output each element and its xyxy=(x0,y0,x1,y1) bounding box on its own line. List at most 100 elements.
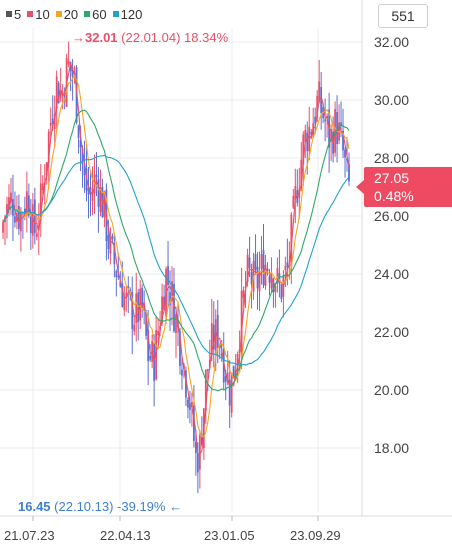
legend-swatch xyxy=(84,11,91,17)
period-count-box[interactable]: 551 xyxy=(378,4,428,28)
legend-swatch xyxy=(6,11,12,17)
price-bar-body xyxy=(59,89,62,99)
price-bar-body xyxy=(8,197,10,211)
price-bar-body xyxy=(336,111,338,145)
price-bar-body xyxy=(119,281,122,287)
legend-item-ma20[interactable]: 20 xyxy=(55,7,78,22)
price-bar-body xyxy=(292,195,295,208)
price-bar-body xyxy=(27,195,30,216)
max-price-annotation: →32.01 (22.01.04) 18.34% xyxy=(72,30,228,45)
price-bar-body xyxy=(69,61,72,72)
min-arrow-icon: ← xyxy=(169,499,183,514)
price-bar-body xyxy=(256,266,259,289)
price-bar-body xyxy=(18,206,20,229)
price-bar-body xyxy=(79,139,82,148)
price-bar-body xyxy=(264,264,267,286)
price-bar-body xyxy=(326,115,329,119)
price-bar-body xyxy=(181,369,183,376)
price-bar-body xyxy=(179,331,181,367)
price-bar-body xyxy=(228,379,231,406)
y-tick-label: 22.00 xyxy=(374,324,410,340)
price-bar-body xyxy=(340,122,342,127)
price-bar-body xyxy=(222,348,225,383)
price-bar-body xyxy=(14,216,16,223)
price-bar-body xyxy=(31,204,34,236)
ma60-line xyxy=(2,109,350,392)
price-bar-body xyxy=(270,275,273,289)
price-bar-body xyxy=(169,292,171,306)
legend-item-ma5[interactable]: 5 xyxy=(6,7,21,22)
price-bar-body xyxy=(67,60,70,65)
price-bar-body xyxy=(272,280,275,293)
price-bar-body xyxy=(95,175,98,178)
price-bar-body xyxy=(41,183,44,191)
price-bar-body xyxy=(286,262,289,267)
price-bar-body xyxy=(117,276,120,278)
x-tick-label: 23.01.05 xyxy=(204,528,255,543)
price-bar-body xyxy=(314,116,317,124)
price-bar-body xyxy=(157,330,160,336)
price-bar-body xyxy=(204,369,207,411)
price-bar-body xyxy=(250,271,253,285)
price-bar-body xyxy=(280,283,283,300)
y-tick-label: 30.00 xyxy=(374,92,410,108)
legend: 5 10 20 60 120 xyxy=(6,6,142,22)
price-bar-body xyxy=(141,287,144,308)
price-bar-body xyxy=(71,67,74,77)
price-bar-body xyxy=(262,249,265,286)
price-bar-body xyxy=(342,130,344,151)
price-bar-body xyxy=(242,289,245,298)
price-bar-body xyxy=(55,76,58,109)
legend-item-ma60[interactable]: 60 xyxy=(84,7,107,22)
price-bar-body xyxy=(210,323,213,356)
price-bar-body xyxy=(87,187,90,195)
price-bar-body xyxy=(308,126,311,151)
max-price-detail: (22.01.04) 18.34% xyxy=(121,30,229,45)
min-price-annotation: 16.45 (22.10.13) -39.19% ← xyxy=(18,499,182,514)
price-bar-body xyxy=(330,129,333,142)
legend-label: 10 xyxy=(35,6,50,22)
legend-swatch xyxy=(27,11,34,17)
price-bar-body xyxy=(111,235,114,240)
price-bar-body xyxy=(47,131,50,164)
price-bar-body xyxy=(12,199,14,216)
price-bar-body xyxy=(232,365,235,379)
price-bar-body xyxy=(268,276,271,283)
price-bar-body xyxy=(200,436,203,445)
legend-label: 120 xyxy=(120,6,143,22)
ma120-line xyxy=(2,154,350,366)
legend-swatch xyxy=(112,11,119,17)
price-bars xyxy=(2,41,350,493)
price-bar-body xyxy=(194,441,197,454)
price-bar-body xyxy=(133,324,136,332)
min-price-detail: (22.10.13) -39.19% xyxy=(54,499,166,514)
price-bar-body xyxy=(246,254,249,282)
legend-item-ma10[interactable]: 10 xyxy=(27,6,50,22)
price-bar-body xyxy=(107,235,110,249)
price-bar-body xyxy=(224,376,227,382)
price-bar-body xyxy=(145,312,148,336)
price-bar-body xyxy=(163,296,165,311)
price-bar-body xyxy=(258,272,261,292)
price-bar-body xyxy=(310,132,313,135)
price-bar-body xyxy=(6,204,8,219)
x-tick-label: 21.07.23 xyxy=(4,528,55,543)
price-bar-body xyxy=(99,187,102,212)
price-bar-body xyxy=(125,292,128,296)
price-bar-body xyxy=(39,183,42,221)
legend-item-ma120[interactable]: 120 xyxy=(112,6,143,22)
x-tick-label: 22.04.13 xyxy=(100,528,151,543)
price-bar-body xyxy=(306,132,309,152)
price-bar-body xyxy=(97,179,100,207)
price-bar-body xyxy=(266,268,269,272)
max-price-value: 32.01 xyxy=(85,30,118,45)
price-bar-body xyxy=(103,191,106,218)
price-bar-body xyxy=(25,191,28,216)
price-bar-body xyxy=(149,355,152,360)
price-bar-body xyxy=(137,292,140,322)
price-bar-body xyxy=(348,164,350,182)
price-bar-body xyxy=(115,270,118,278)
price-bar-body xyxy=(254,254,257,270)
ma20-line xyxy=(2,74,350,438)
price-bar-body xyxy=(206,369,209,371)
